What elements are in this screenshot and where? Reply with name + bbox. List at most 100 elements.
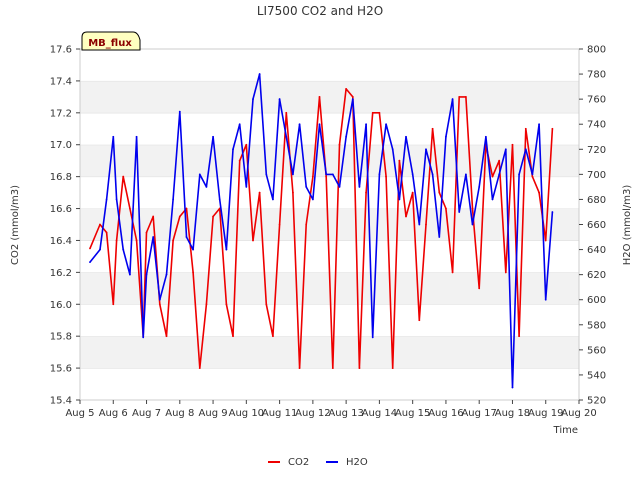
data-point-h2o [518,173,521,176]
data-point-co2 [198,367,201,369]
y-tick-label: 15.8 [50,332,72,343]
data-point-co2 [89,247,91,250]
data-point-co2 [245,143,248,146]
data-point-h2o [458,211,461,213]
data-point-co2 [99,223,101,226]
y2-tick-label: 640 [587,245,606,256]
data-point-co2 [172,239,175,242]
data-point-co2 [491,175,494,178]
data-point-co2 [451,271,454,274]
data-point-h2o [478,185,481,188]
data-point-co2 [538,191,540,194]
data-point-co2 [165,335,168,338]
data-point-h2o [232,148,234,151]
data-point-h2o [258,73,261,75]
grid-band [80,304,579,337]
data-point-co2 [205,303,208,306]
data-point-co2 [358,367,361,369]
site-badge: MB_flux [81,31,141,51]
data-point-co2 [325,175,328,178]
y2-tick-label: 520 [587,396,606,407]
data-point-h2o [272,198,274,201]
data-point-h2o [165,273,168,276]
y-axis-label: CO2 (mmol/m3) [10,185,21,265]
data-point-co2 [378,111,381,114]
x-tick-label: Aug 20 [561,408,596,419]
legend-label-co2: CO2 [288,457,309,468]
data-point-h2o [425,148,427,151]
data-point-h2o [358,185,361,188]
x-tick-label: Aug 12 [295,408,330,419]
data-point-h2o [305,185,308,188]
data-point-h2o [145,273,148,276]
data-point-h2o [418,223,421,226]
data-point-h2o [371,336,374,339]
data-point-h2o [398,198,401,201]
data-point-h2o [451,98,454,101]
y2-tick-label: 720 [587,145,606,156]
data-point-h2o [544,298,547,301]
data-point-co2 [504,271,507,274]
x-tick-label: Aug 10 [229,408,264,419]
data-point-co2 [185,207,188,210]
data-point-co2 [318,95,321,98]
x-tick-label: Aug 13 [328,408,363,419]
grid-band [80,368,579,400]
data-point-co2 [458,95,461,98]
data-point-h2o [225,248,228,251]
data-point-co2 [331,367,334,369]
y2-tick-label: 800 [587,45,606,56]
data-point-h2o [89,261,91,264]
data-point-h2o [205,185,208,188]
data-point-co2 [212,215,214,218]
data-point-co2 [471,207,474,210]
grid-bands [80,48,579,400]
x-tick-label: Aug 19 [528,408,563,419]
y2-tick-label: 620 [587,270,606,281]
data-point-h2o [238,123,241,126]
data-point-h2o [278,98,281,101]
data-point-h2o [538,123,540,126]
y2-tick-label: 540 [587,370,606,381]
data-point-co2 [398,159,401,162]
data-point-co2 [431,127,434,130]
data-point-co2 [298,367,301,369]
data-point-co2 [551,127,554,130]
data-point-co2 [105,231,108,234]
grid-band [80,336,579,369]
x-tick-label: Aug 18 [495,408,530,419]
data-point-co2 [544,239,547,242]
data-point-co2 [129,207,131,210]
y-tick-label: 15.6 [50,364,72,375]
data-point-h2o [378,173,381,176]
y-tick-label: 17.2 [50,108,72,119]
data-point-h2o [265,173,268,176]
site-badge-shape [81,31,141,51]
y2-tick-label: 780 [587,70,606,81]
data-point-h2o [152,236,155,238]
y2-tick-label: 660 [587,220,606,231]
data-point-co2 [192,271,195,274]
data-point-co2 [115,239,118,242]
data-point-co2 [511,143,514,146]
data-point-h2o [129,273,131,276]
series-group [89,73,554,389]
data-point-h2o [385,123,387,126]
y2-tick-label: 600 [587,295,606,306]
data-point-h2o [551,211,554,213]
data-point-co2 [258,191,261,194]
grid-band [80,176,579,209]
data-point-co2 [518,335,521,338]
data-point-co2 [112,303,115,306]
x-tick-label: Aug 15 [395,408,430,419]
data-point-co2 [158,303,161,306]
data-point-h2o [524,148,527,151]
data-point-co2 [464,95,467,98]
data-point-co2 [438,191,441,194]
data-point-co2 [498,159,501,162]
data-point-h2o [212,135,214,138]
data-point-h2o [285,135,288,138]
grid-band [80,144,579,177]
data-point-co2 [391,367,394,369]
data-point-co2 [478,287,481,290]
